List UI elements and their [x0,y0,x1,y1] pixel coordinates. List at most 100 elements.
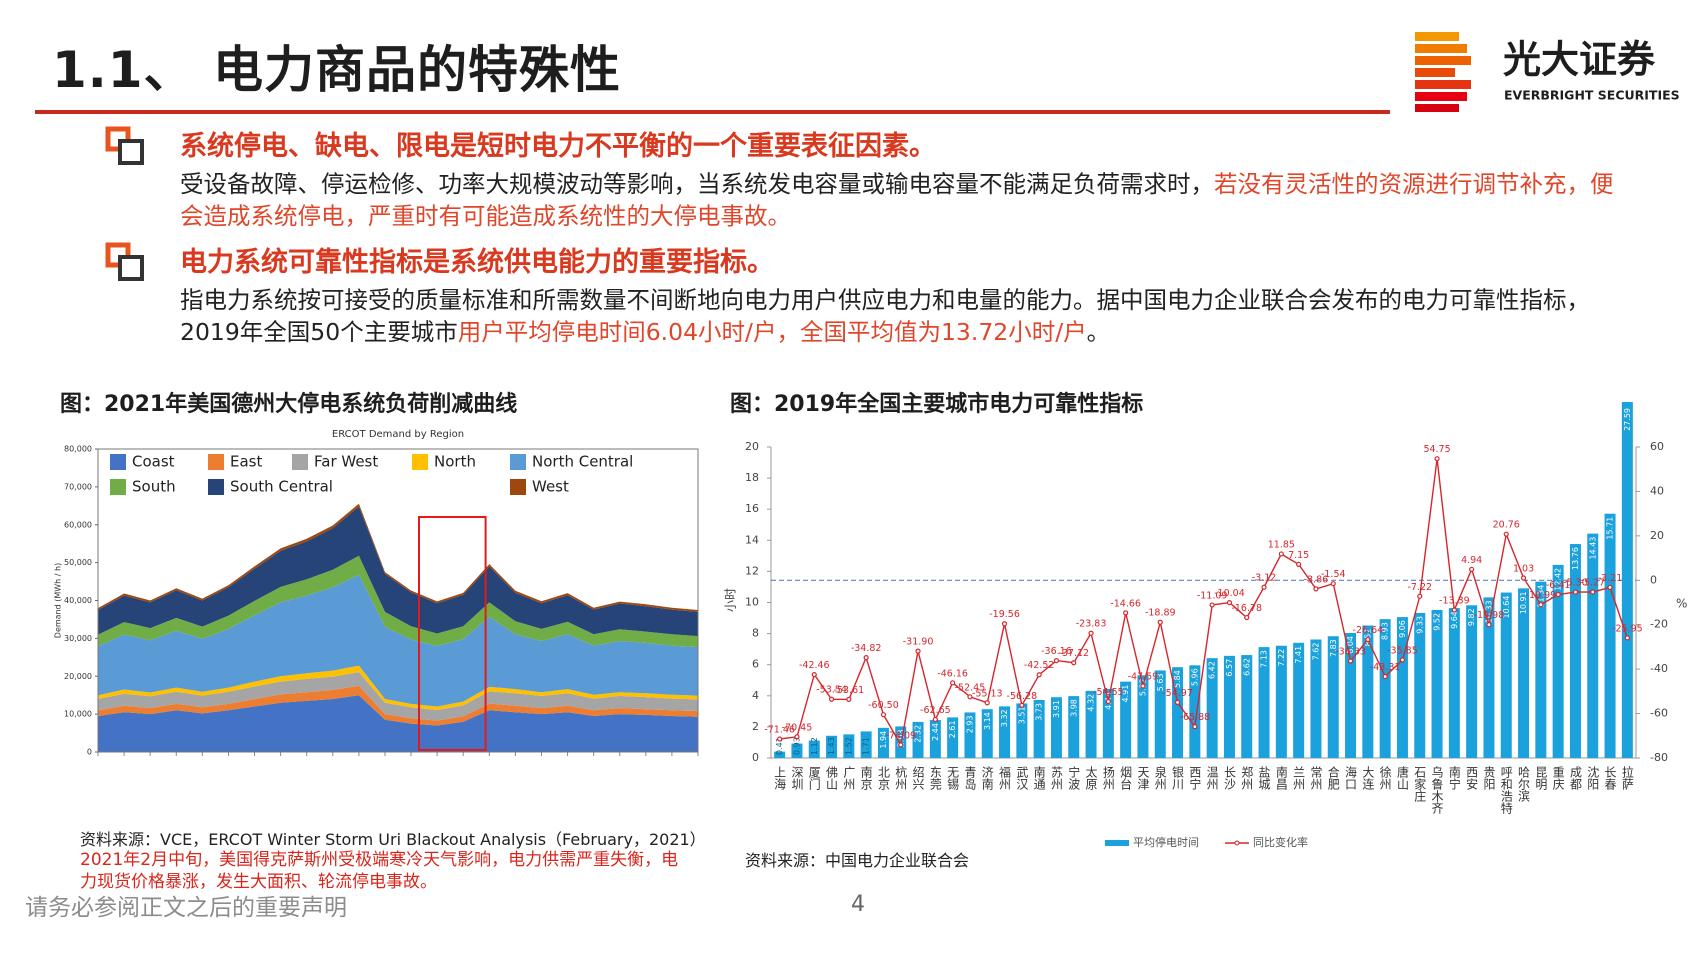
x-tick-label: 昆明 [1534,766,1548,791]
bar-group [774,402,1633,758]
legend-label: South [132,478,176,496]
bar [877,727,889,758]
line-label: -53.61 [834,685,865,696]
bar [1535,581,1547,758]
x-tick-label: 郑州 [1240,765,1254,790]
bar-label: 11.34 [1536,585,1545,608]
bar [929,720,941,758]
area [98,506,698,637]
y2-tick-label: 20 [1650,529,1664,542]
line-marker [1140,683,1146,689]
line-label: 20.76 [1493,520,1520,531]
bar-label: 14.43 [1588,537,1597,560]
bar [1033,699,1045,758]
line-label: -65.88 [1180,712,1211,723]
logo-stripe [1415,32,1459,41]
bar [1587,533,1599,758]
x-tick-label: 南京 [859,765,873,791]
bar [843,734,855,758]
bar-label: 1.52 [844,737,853,755]
y-tick-label: 10 [745,596,759,609]
y-axis-label: 小时 [724,588,738,612]
bullet: 电力系统可靠性指标是系统供电能力的重要指标。 指电力系统按可接受的质量标准和所需数… [105,242,1665,348]
line-label: -3.86 [1304,574,1329,585]
line-label: -34.82 [851,643,882,654]
bar [1327,636,1339,758]
line-marker [1071,660,1077,666]
line-label: 7.15 [1288,550,1309,561]
line-marker [1105,698,1111,705]
x-tick-label: 南昌 [1274,765,1288,790]
bullet-heading: 电力系统可靠性指标是系统供电能力的重要指标。 [180,247,774,278]
line-label: -25.95 [1612,623,1643,634]
x-tick-label: 温州 [1205,766,1219,790]
x-tick-label: 兰州 [1292,766,1306,790]
x-tick-label: 北京 [876,766,890,791]
bar-label: 1.12 [810,737,819,755]
x-tick-label: 海口 [1344,765,1358,790]
line-label: -74.09 [885,730,916,741]
line-marker [1538,602,1544,608]
legend-swatch [1234,840,1240,846]
y-tick-label: 40,000 [64,596,92,605]
bar [1552,564,1564,758]
line-marker [1417,593,1423,599]
bar-label: 3.98 [1069,699,1078,717]
x-tick-label: 银川 [1171,766,1185,790]
x-tick-label: 烟台 [1119,766,1133,790]
bar [1154,670,1166,758]
bar-label: 9.82 [1467,608,1476,626]
line-marker [1278,551,1284,557]
y-tick-label: 2 [752,720,759,733]
y-tick-label: 50,000 [64,558,92,567]
bar-label: 8.04 [1346,636,1355,654]
x-tick-label: 沈阳 [1586,765,1600,790]
bar-label: 1.94 [879,731,888,749]
line-label: -52.45 [955,682,986,693]
bar [1085,690,1097,758]
bar-label: 3.51 [1017,706,1026,724]
line-marker [1382,673,1388,680]
x-tick-label: 太原 [1084,765,1098,790]
x-tick-label: 厦门 [807,766,821,790]
bar-label: 9.52 [1433,613,1442,631]
bar [826,735,838,758]
line-label: -13.39 [1439,596,1470,607]
bar [1379,619,1391,758]
y2-tick-label: 40 [1650,484,1664,497]
x-tick-label: 佛山 [825,766,839,790]
bullet-body: 受设备故障、停运检修、功率大规模波动等影响，当系统发电容量或输电容量不能满足负荷… [180,168,1620,232]
bar-label: 9.33 [1415,616,1424,634]
page-number: 4 [851,892,865,917]
bar-label: 2.32 [914,725,923,743]
line-label: -42.52 [1024,660,1055,671]
line-marker [1053,658,1060,664]
legend-swatch [208,479,224,495]
line-label: -16.78 [1231,603,1262,614]
bar-label: 2.03 [896,729,905,747]
line-marker [1157,619,1163,625]
line-label: 54.75 [1423,444,1450,455]
line-label: -3.21 [1598,573,1623,584]
line-marker [1399,657,1406,663]
legend-label: East [230,453,262,471]
chart-title: ERCOT Demand by Region [332,429,464,440]
line-marker [967,694,973,700]
line-marker [1434,456,1440,462]
line-label: -71.46 [764,725,795,736]
x-tick-label: 绍兴 [911,766,925,790]
bar [1518,588,1530,758]
x-tick-label: 贵阳 [1482,766,1496,790]
bar [1206,658,1218,758]
bullet-heading: 系统停电、缺电、限电是短时电力不平衡的一个重要表征因素。 [180,131,936,162]
legend-swatch [292,454,308,470]
legend-swatch [510,479,526,495]
line-label: -54.97 [1162,688,1193,699]
legend-label: 平均停电时间 [1133,835,1199,849]
chart-note: 2021年2月中旬，美国得克萨斯州受极端寒冷天气影响，电力供需严重失衡，电力现货… [80,850,679,892]
brand-en: EVERBRIGHT SECURITIES [1504,88,1680,103]
x-tick-label: 呼和浩特 [1499,766,1513,814]
line-label: -47.59 [1128,672,1159,683]
legend-label: Coast [132,453,175,471]
